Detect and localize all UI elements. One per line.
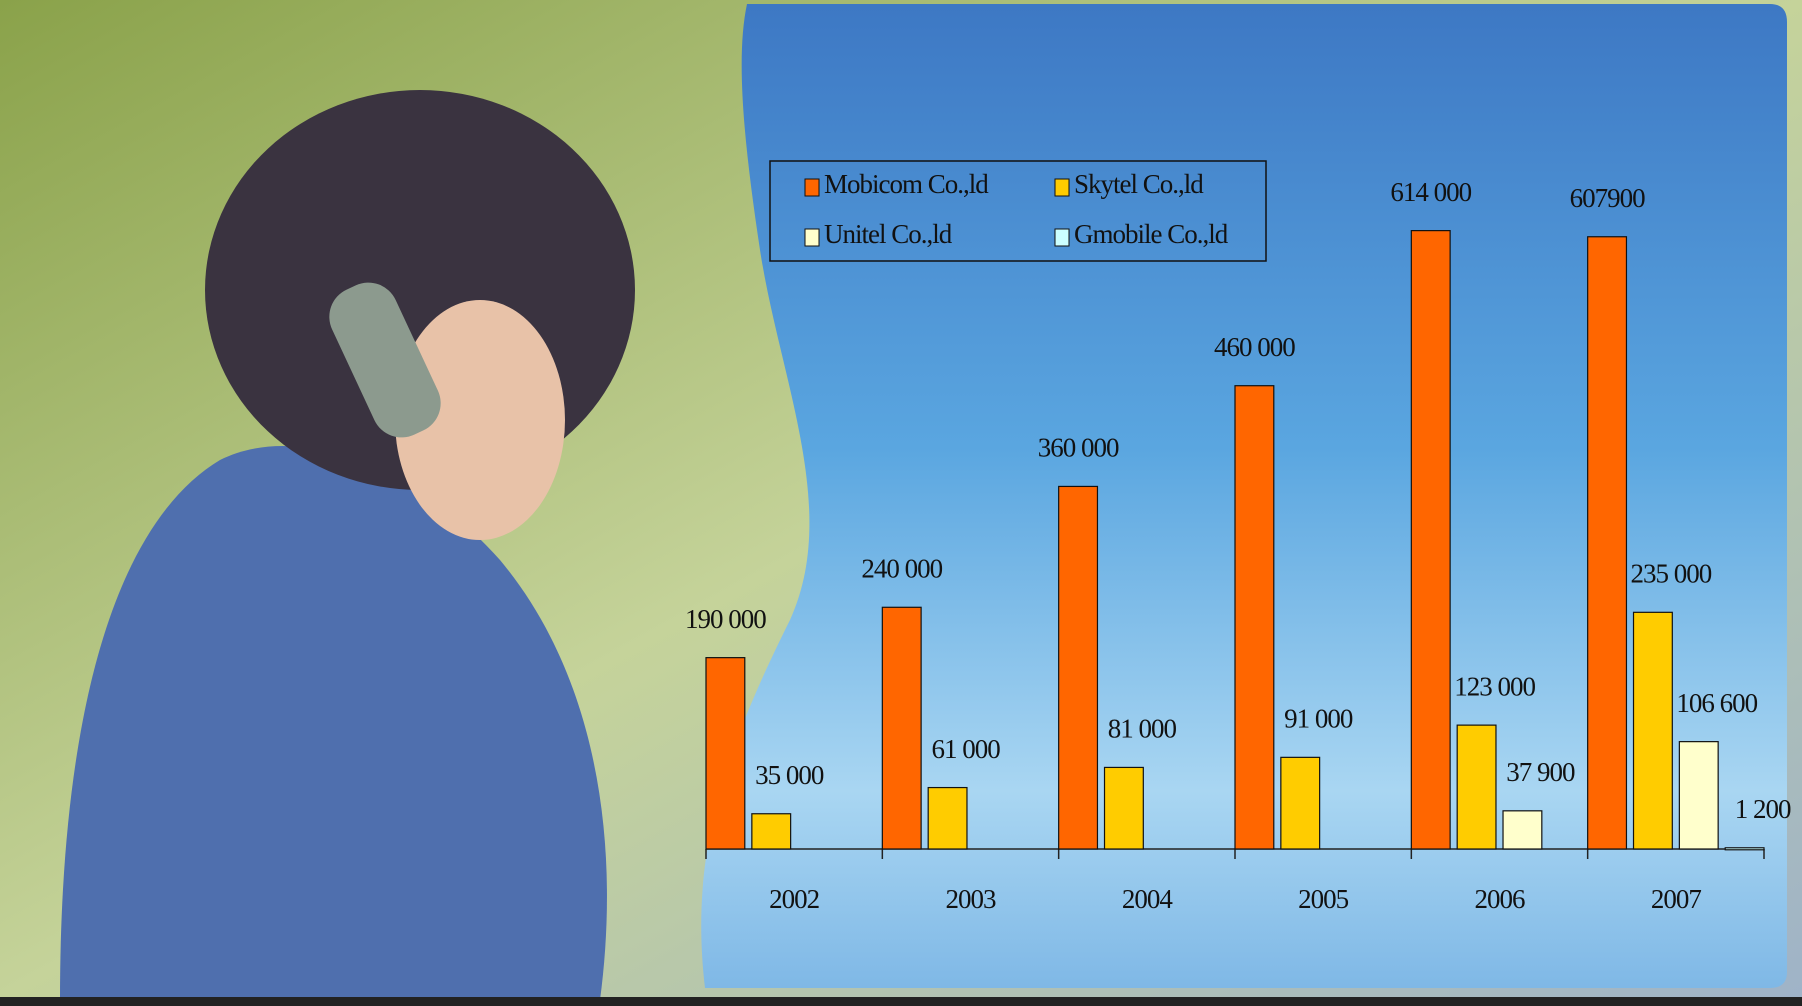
bar bbox=[1410, 230, 1451, 850]
legend-swatch bbox=[1054, 228, 1070, 247]
face bbox=[395, 300, 565, 540]
value-label: 240 000 bbox=[861, 553, 942, 583]
bar bbox=[751, 813, 792, 850]
legend-label: Mobicom Co.,ld bbox=[824, 169, 989, 199]
bar bbox=[927, 786, 968, 850]
bar bbox=[705, 657, 746, 850]
bar bbox=[1724, 847, 1765, 851]
value-label: 360 000 bbox=[1038, 433, 1119, 463]
bar bbox=[1280, 756, 1321, 850]
bottom-bar bbox=[0, 997, 1802, 1006]
bar bbox=[1234, 385, 1275, 850]
value-label: 607900 bbox=[1570, 183, 1646, 213]
legend-box bbox=[769, 160, 1267, 262]
value-label: 37 900 bbox=[1506, 757, 1575, 787]
value-label: 35 000 bbox=[755, 760, 824, 790]
phone bbox=[329, 282, 441, 438]
bar bbox=[881, 606, 922, 850]
bar bbox=[1103, 766, 1144, 850]
x-tick-label: 2006 bbox=[1475, 884, 1526, 914]
value-label: 81 000 bbox=[1108, 714, 1177, 744]
value-label: 460 000 bbox=[1214, 332, 1295, 362]
bar bbox=[1632, 611, 1673, 850]
bar bbox=[1587, 236, 1628, 850]
legend-label: Skytel Co.,ld bbox=[1074, 169, 1204, 199]
x-tick-label: 2005 bbox=[1298, 884, 1349, 914]
x-tick-label: 2003 bbox=[946, 884, 997, 914]
value-label: 614 000 bbox=[1390, 177, 1471, 207]
bar bbox=[1502, 810, 1543, 850]
value-label: 1 200 bbox=[1735, 794, 1791, 824]
legend-label: Gmobile Co.,ld bbox=[1074, 219, 1229, 249]
bar bbox=[1678, 741, 1719, 850]
x-tick-label: 2004 bbox=[1122, 884, 1174, 914]
value-label: 235 000 bbox=[1631, 559, 1712, 589]
value-label: 190 000 bbox=[685, 604, 766, 634]
x-tick-label: 2007 bbox=[1651, 884, 1702, 914]
legend-swatch bbox=[804, 178, 820, 197]
value-label: 123 000 bbox=[1454, 671, 1535, 701]
value-label: 61 000 bbox=[931, 734, 1000, 764]
value-label: 106 600 bbox=[1676, 688, 1757, 718]
x-tick-label: 2002 bbox=[769, 884, 820, 914]
bar bbox=[1058, 485, 1099, 850]
legend-swatch bbox=[1054, 178, 1070, 197]
legend-label: Unitel Co.,ld bbox=[824, 219, 953, 249]
value-label: 91 000 bbox=[1284, 704, 1353, 734]
legend-swatch bbox=[804, 228, 820, 247]
bar bbox=[1456, 724, 1497, 850]
jacket bbox=[60, 446, 607, 1000]
